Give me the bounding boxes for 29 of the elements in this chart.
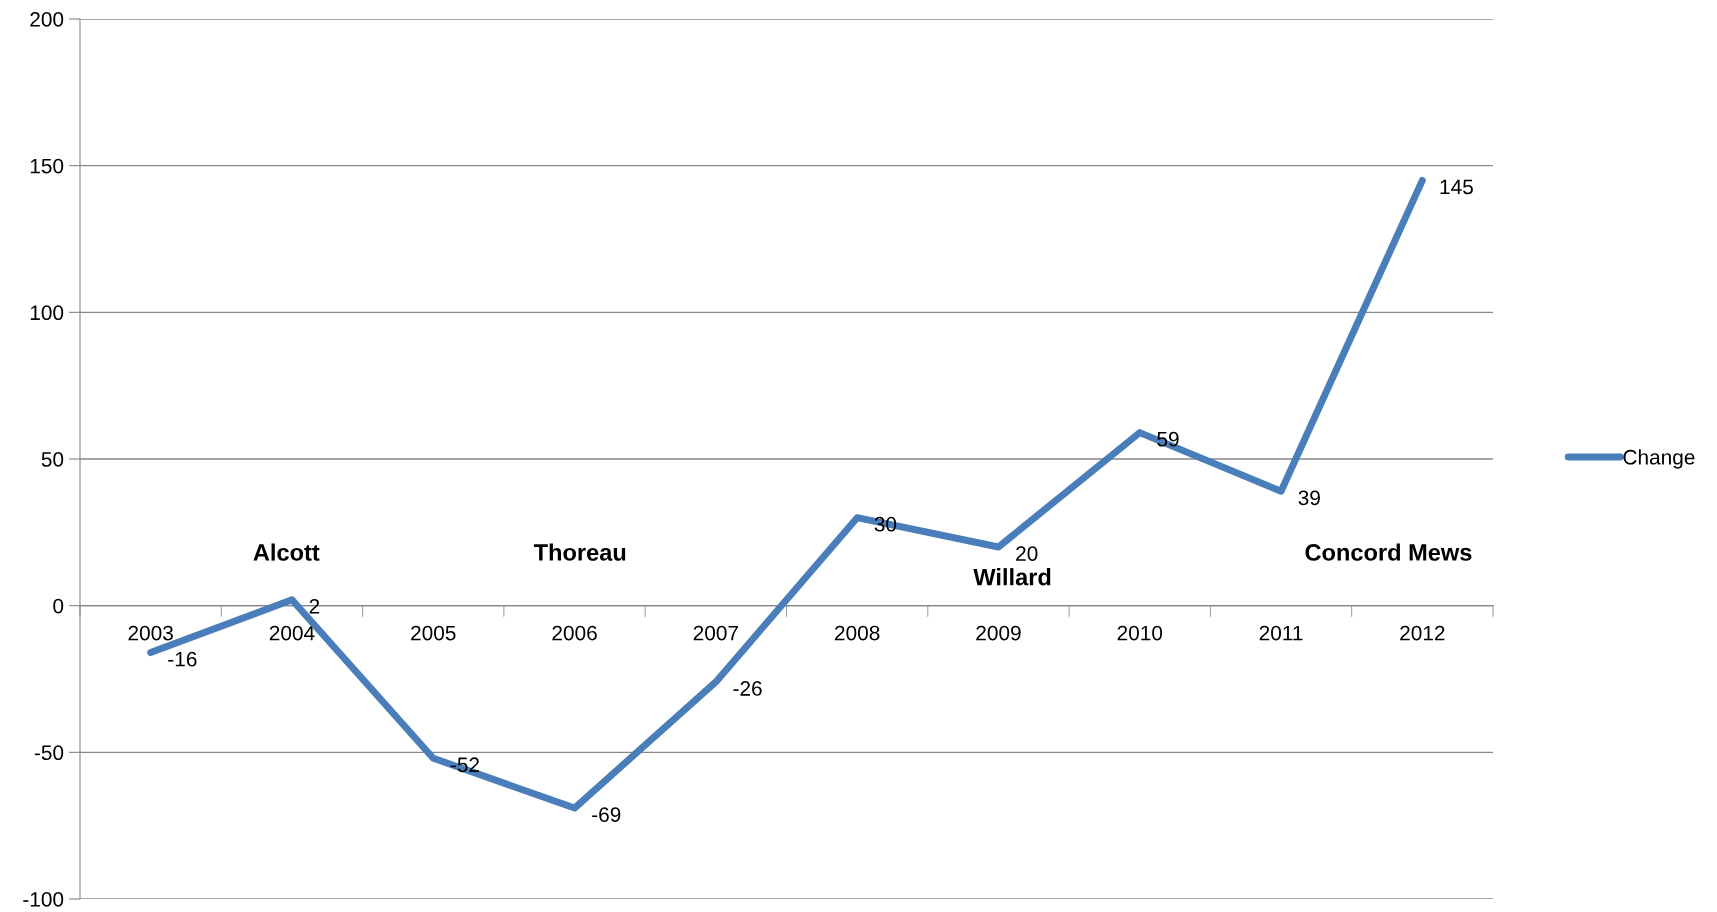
data-label: 20 — [1016, 546, 1038, 561]
x-tick-label: 2012 — [1400, 625, 1445, 641]
annotation: Willard — [973, 568, 1051, 586]
x-tick-label: 2006 — [552, 625, 597, 641]
x-tick-label: 2003 — [128, 625, 173, 641]
data-label: -69 — [592, 807, 621, 822]
x-tick-label: 2007 — [693, 625, 738, 641]
x-tick-label: 2011 — [1259, 625, 1303, 641]
y-tick-label: 100 — [30, 305, 64, 321]
annotation: Concord Mews — [1305, 543, 1472, 561]
y-tick-label: 50 — [41, 452, 64, 467]
y-tick-label: 200 — [30, 12, 64, 27]
x-tick-label: 2008 — [835, 625, 880, 641]
data-label: -16 — [168, 651, 197, 667]
x-tick-label: 2010 — [1117, 625, 1163, 641]
x-tick-label: 2005 — [411, 625, 456, 641]
x-tick-label: 2009 — [976, 625, 1021, 641]
legend-label: Change — [1623, 449, 1695, 469]
data-label: -26 — [733, 681, 762, 696]
x-tick-label: 2004 — [269, 625, 315, 641]
y-tick-label: -100 — [23, 892, 64, 907]
data-label: 39 — [1298, 490, 1320, 506]
y-tick-label: -50 — [34, 745, 64, 761]
y-tick-label: 0 — [53, 598, 64, 614]
data-label: 2 — [309, 598, 320, 614]
annotation: Alcott — [253, 543, 320, 561]
data-label: 145 — [1440, 179, 1473, 195]
annotation: Thoreau — [533, 543, 626, 561]
y-tick-label: 150 — [30, 158, 64, 174]
